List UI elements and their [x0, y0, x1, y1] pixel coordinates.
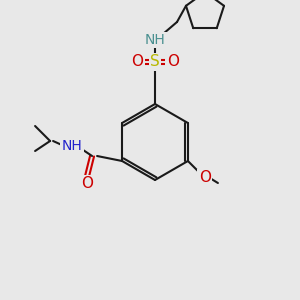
Text: O: O — [199, 170, 211, 185]
Text: O: O — [81, 176, 93, 191]
Text: O: O — [131, 55, 143, 70]
Text: S: S — [150, 55, 160, 70]
Text: NH: NH — [145, 33, 165, 47]
Text: NH: NH — [62, 139, 82, 153]
Text: O: O — [167, 55, 179, 70]
